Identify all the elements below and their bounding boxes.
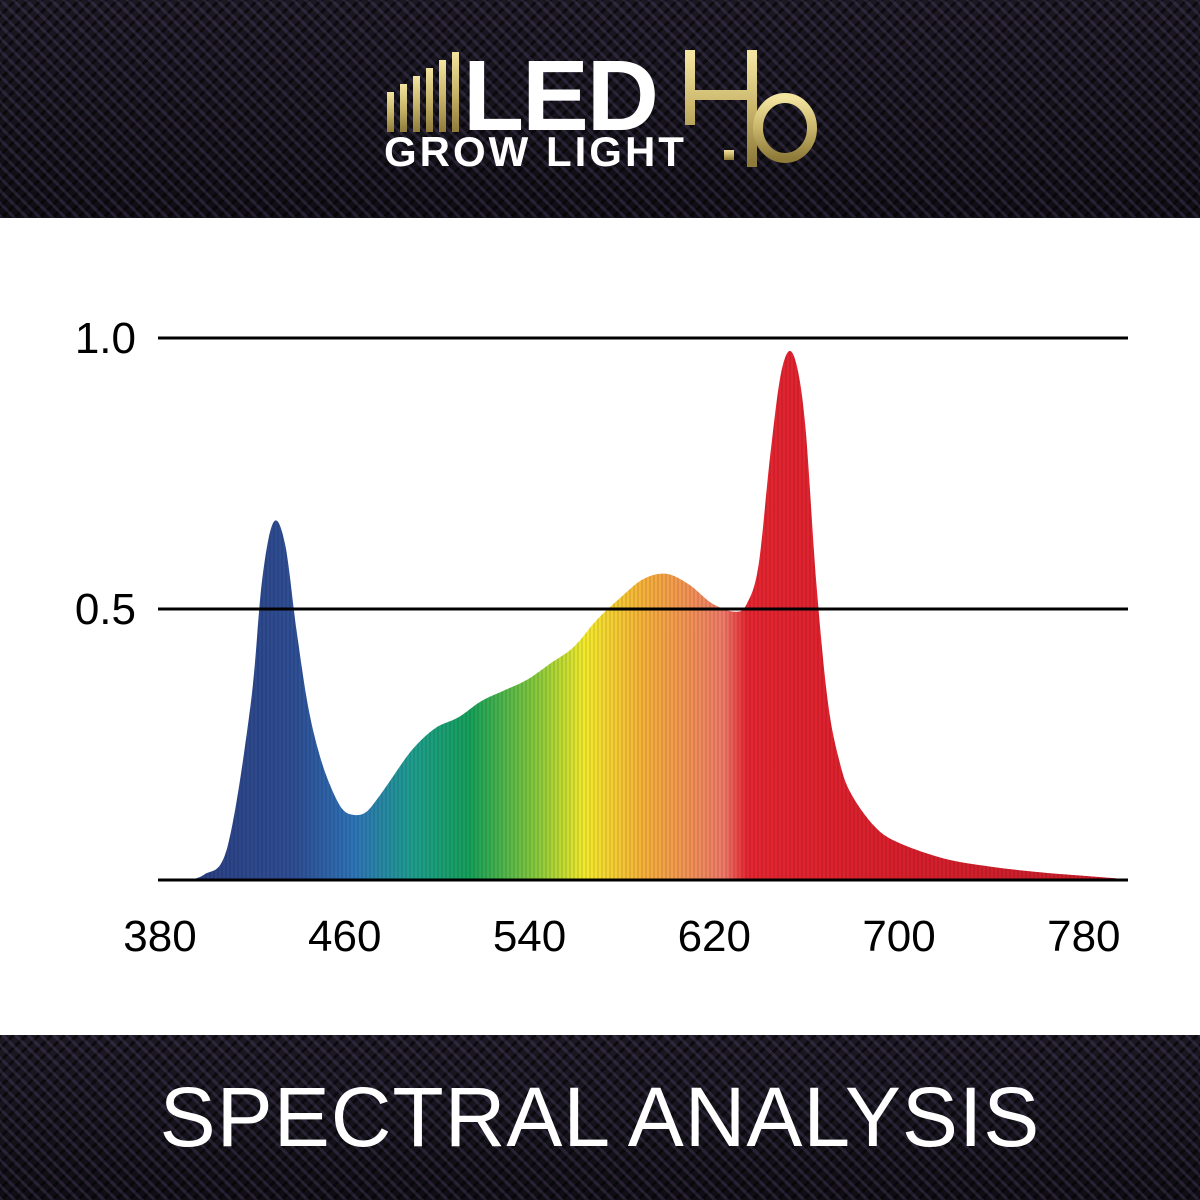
signal-bars-icon (387, 52, 459, 132)
x-tick-label-780: 780 (1047, 912, 1120, 961)
x-tick-label-380: 380 (123, 912, 196, 961)
brand-grow-light: GROW LIGHT (384, 128, 687, 175)
y-tick-label-0.5: 0.5 (75, 585, 136, 634)
chart-panel: 0.5 1.0 380 460 540 620 700 780 (0, 218, 1200, 1035)
x-tick-label-540: 540 (493, 912, 566, 961)
brand-led: LED (463, 40, 657, 152)
brand-version-logo (685, 50, 817, 167)
footer-title: SPECTRAL ANALYSIS (159, 1070, 1041, 1164)
spectrum-chart: 0.5 1.0 380 460 540 620 700 780 (75, 314, 1128, 961)
x-tick-label-460: 460 (308, 912, 381, 961)
footer-band (0, 1035, 1200, 1200)
y-tick-label-1.0: 1.0 (75, 314, 136, 363)
x-tick-label-700: 700 (862, 912, 935, 961)
header-band (0, 0, 1200, 218)
x-tick-label-620: 620 (678, 912, 751, 961)
spectrum-area (158, 350, 1117, 880)
brand-logo: LED GROW LIGHT (384, 40, 817, 175)
